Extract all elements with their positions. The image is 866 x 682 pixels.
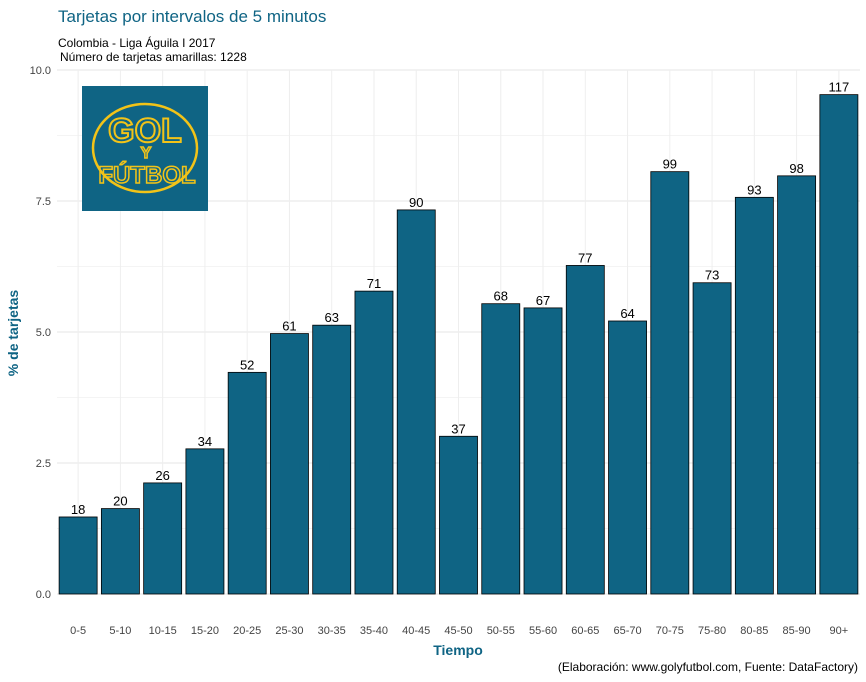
bar-30-35 (312, 324, 352, 595)
bar-45-50 (439, 435, 478, 595)
bar-55-60 (523, 307, 563, 595)
x-tick-label-70-75: 70-75 (656, 625, 684, 637)
bar-25-30 (270, 333, 309, 595)
y-axis-ticks: 0.0 2.5 5.0 7.5 10.0 (30, 65, 51, 601)
bar-70-75 (650, 171, 690, 595)
bar-65-70 (608, 320, 647, 595)
x-axis-title: Tiempo (433, 642, 483, 658)
bar-50-55 (481, 303, 521, 595)
bar-90+ (819, 94, 859, 595)
chart-caption: (Elaboración: www.golyfutbol.com, Fuente… (557, 660, 858, 674)
logo-text-y: Y (141, 145, 152, 162)
x-tick-label-0-5: 0-5 (70, 625, 86, 637)
data-label-45-50: 37 (451, 421, 465, 436)
bar-15-20 (185, 448, 225, 595)
x-tick-label-80-85: 80-85 (740, 625, 768, 637)
data-label-5-10: 20 (113, 494, 127, 509)
data-label-65-70: 64 (620, 306, 634, 321)
data-label-35-40: 71 (367, 276, 381, 291)
x-tick-label-90+: 90+ (830, 625, 849, 637)
y-tick-label: 0.0 (36, 589, 51, 601)
data-label-20-25: 52 (240, 357, 254, 372)
bar-85-90 (777, 175, 817, 595)
x-tick-label-85-90: 85-90 (783, 625, 811, 637)
y-axis-title: % de tarjetas (5, 290, 21, 377)
chart-title: Tarjetas por intervalos de 5 minutos (58, 7, 327, 26)
x-axis-ticks: 0-5 5-10 10-15 15-20 20-25 25-30 30-35 35-40 40-… (70, 625, 848, 637)
data-label-90+: 117 (829, 80, 850, 95)
y-tick-label: 10.0 (30, 65, 51, 77)
x-tick-label-30-35: 30-35 (318, 625, 346, 637)
x-tick-label-45-50: 45-50 (444, 625, 472, 637)
bar-40-45 (396, 209, 436, 595)
data-label-25-30: 61 (282, 319, 296, 334)
data-label-70-75: 99 (663, 157, 677, 172)
data-label-85-90: 98 (789, 161, 803, 176)
data-label-0-5: 18 (71, 502, 85, 517)
data-label-75-80: 73 (705, 268, 719, 283)
data-label-15-20: 34 (198, 434, 212, 449)
logo-text-gol: GOL (108, 112, 182, 150)
data-labels: 18 20 26 34 52 61 63 71 90 37 68 67 77 64 99 73 93 98 117 (71, 80, 849, 517)
y-tick-label: 2.5 (36, 458, 51, 470)
chart-subtitle-count: Número de tarjetas amarillas: 1228 (60, 50, 247, 64)
x-tick-label-75-80: 75-80 (698, 625, 726, 637)
x-tick-label-60-65: 60-65 (571, 625, 599, 637)
y-tick-label: 7.5 (36, 196, 51, 208)
data-label-80-85: 93 (747, 182, 761, 197)
data-label-50-55: 68 (494, 289, 508, 304)
x-tick-label-15-20: 15-20 (191, 625, 219, 637)
x-tick-label-20-25: 20-25 (233, 625, 261, 637)
x-tick-label-40-45: 40-45 (402, 625, 430, 637)
data-label-55-60: 67 (536, 293, 550, 308)
x-tick-label-25-30: 25-30 (275, 625, 303, 637)
x-tick-label-50-55: 50-55 (487, 625, 515, 637)
bar-75-80 (692, 282, 732, 595)
bar-0-5 (58, 516, 98, 595)
bar-5-10 (100, 508, 140, 595)
bars (58, 94, 859, 595)
data-label-40-45: 90 (409, 195, 423, 210)
chart-subtitle-league: Colombia - Liga Águila I 2017 (58, 36, 216, 50)
data-label-30-35: 63 (324, 310, 338, 325)
data-label-60-65: 77 (578, 250, 592, 265)
y-tick-label: 5.0 (36, 327, 51, 339)
bar-20-25 (227, 371, 267, 595)
x-tick-label-10-15: 10-15 (149, 625, 177, 637)
x-tick-label-55-60: 55-60 (529, 625, 557, 637)
logo-background (82, 86, 208, 211)
gol-y-futbol-logo: GOL Y FÚTBOL (82, 86, 208, 211)
logo-ring (91, 102, 199, 194)
x-tick-label-35-40: 35-40 (360, 625, 388, 637)
x-tick-label-65-70: 65-70 (613, 625, 641, 637)
x-tick-label-5-10: 5-10 (109, 625, 131, 637)
bar-10-15 (143, 482, 183, 595)
bar-80-85 (734, 196, 774, 595)
bar-35-40 (354, 290, 394, 595)
bar-60-65 (565, 265, 605, 595)
logo-text-futbol: FÚTBOL (98, 161, 195, 189)
data-label-10-15: 26 (155, 468, 169, 483)
